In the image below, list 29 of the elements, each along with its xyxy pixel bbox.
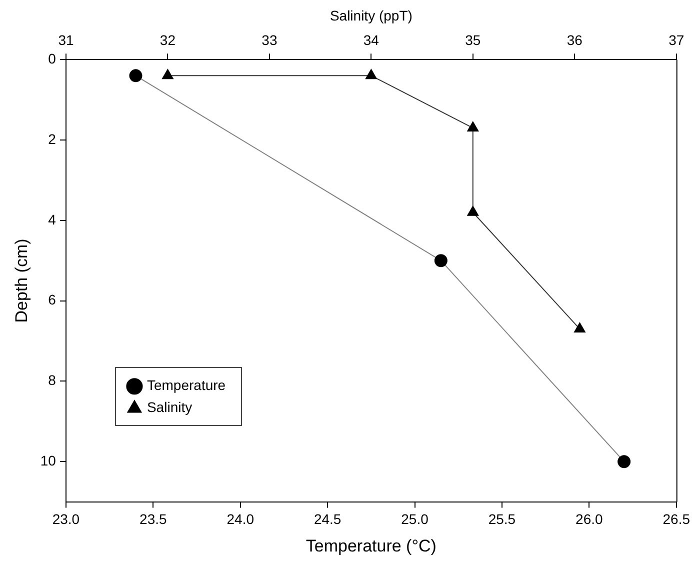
x-tick-label: 23.0	[52, 511, 80, 528]
y-tick-label: 6	[48, 292, 56, 308]
x-tick-label: 25.0	[401, 511, 429, 528]
x2-tick-label: 33	[262, 32, 278, 48]
x-tick-label: 26.5	[662, 511, 690, 528]
point	[129, 69, 142, 82]
y-tick-label: 4	[48, 211, 56, 228]
x-tick-label: 23.5	[140, 511, 168, 528]
x-tick-label: 24.0	[226, 511, 254, 528]
x-tick-label: 26.0	[576, 511, 604, 528]
y-tick-label: 0	[48, 50, 56, 66]
x2-tick-label: 36	[566, 32, 583, 48]
x2-tick-label: 35	[465, 32, 481, 48]
x2-tick-label: 34	[363, 32, 380, 48]
legend-label: Salinity	[146, 399, 192, 416]
x-axis-title: Temperature (°C)	[306, 536, 436, 556]
x-tick-label: 25.5	[488, 511, 516, 528]
point	[618, 455, 631, 468]
y-axis-title: Depth (cm)	[12, 238, 31, 323]
point	[434, 254, 448, 268]
x-tick-label: 24.5	[314, 511, 342, 528]
x2-tick-label: 31	[58, 32, 74, 48]
legend-label: Temperature	[146, 377, 226, 394]
y-tick-label: 8	[48, 372, 56, 388]
x2-axis-title: Salinity (ppT)	[330, 7, 412, 24]
x2-tick-label: 37	[668, 32, 684, 48]
y-tick-label: 10	[40, 452, 56, 468]
y-tick-label: 2	[48, 130, 56, 147]
x2-tick-label: 32	[160, 32, 176, 48]
